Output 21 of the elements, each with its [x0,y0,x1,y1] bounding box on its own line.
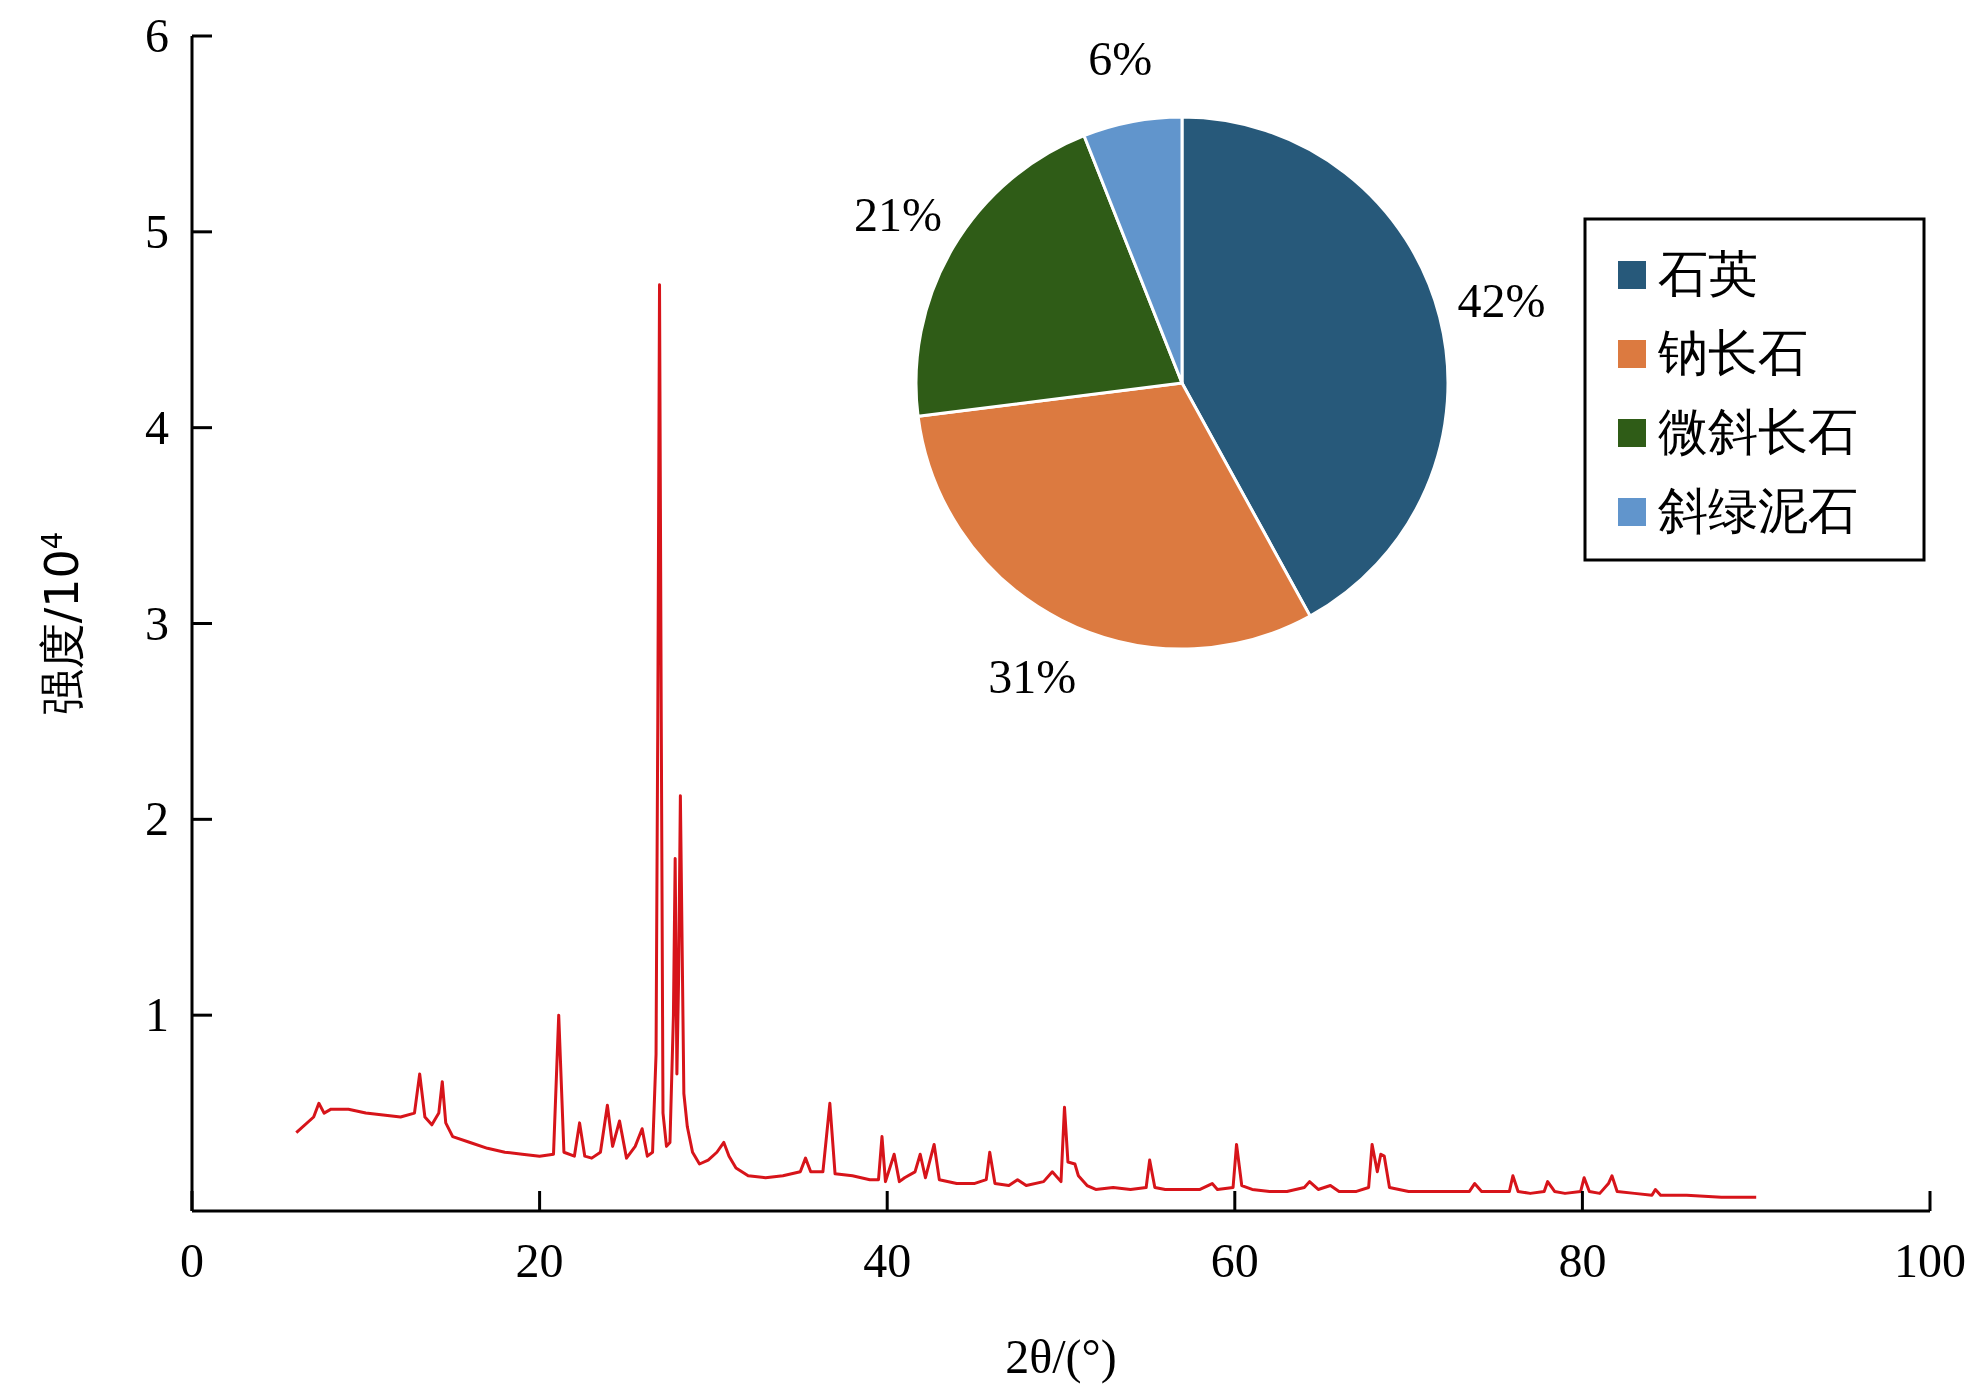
x-tick-label: 80 [1558,1234,1607,1287]
data-label: 21% [854,188,943,242]
x-tick-label: 40 [863,1234,912,1287]
x-tick-label: 0 [180,1234,204,1287]
legend-label: 钠长石 [1657,324,1808,382]
legend-label: 微斜长石 [1658,403,1858,461]
x-tick-label: 100 [1894,1234,1966,1287]
y-tick-label: 1 [145,988,169,1042]
legend-label: 石英 [1658,245,1758,303]
data-label: 42% [1457,273,1546,327]
data-label: 31% [988,649,1077,703]
y-tick-label: 2 [145,792,169,846]
x-tick-label: 60 [1210,1234,1259,1287]
y-tick-label: 4 [145,400,169,454]
x-tick-label: 20 [515,1234,564,1287]
y-tick-label: 5 [145,204,169,258]
legend-label: 斜绿泥石 [1658,482,1858,540]
y-tick-label: 3 [145,596,169,650]
y-tick-label: 6 [145,9,169,62]
x-axis-title: 2θ/(°) [1005,1330,1117,1384]
data-label: 6% [1088,32,1153,85]
